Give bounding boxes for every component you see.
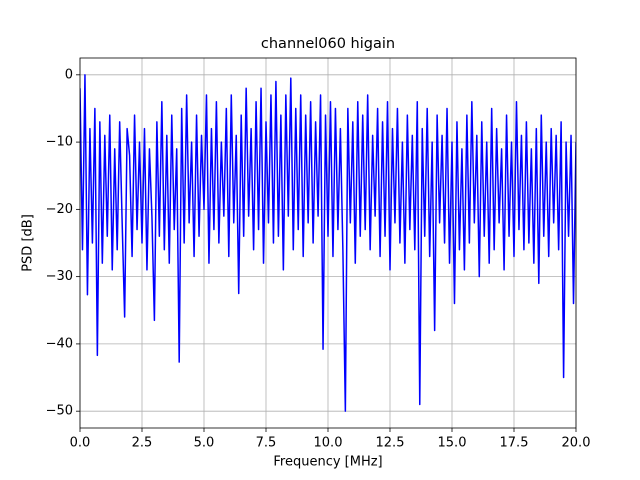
y-tick-label: 0 (65, 67, 73, 82)
y-axis-label: PSD [dB] (21, 214, 36, 272)
x-tick-label: 12.5 (376, 436, 405, 451)
x-tick-label: 20.0 (562, 436, 591, 451)
y-tick-label: −20 (46, 202, 73, 217)
plot-frame (79, 57, 577, 429)
x-tick-label: 5.0 (194, 436, 215, 451)
x-axis-label: Frequency [MHz] (273, 455, 382, 470)
x-tick-label: 10.0 (314, 436, 343, 451)
x-tick-label: 2.5 (132, 436, 153, 451)
y-tick-label: −40 (46, 336, 73, 351)
y-tick-label: −30 (46, 269, 73, 284)
chart-title: channel060 higain (261, 36, 395, 52)
x-tick-label: 0.0 (70, 436, 91, 451)
y-tick-label: −50 (46, 404, 73, 419)
y-tick-label: −10 (46, 135, 73, 150)
x-tick-label: 17.5 (500, 436, 529, 451)
x-tick-label: 15.0 (438, 436, 467, 451)
data-line (80, 74, 576, 412)
x-tick-label: 7.5 (256, 436, 277, 451)
